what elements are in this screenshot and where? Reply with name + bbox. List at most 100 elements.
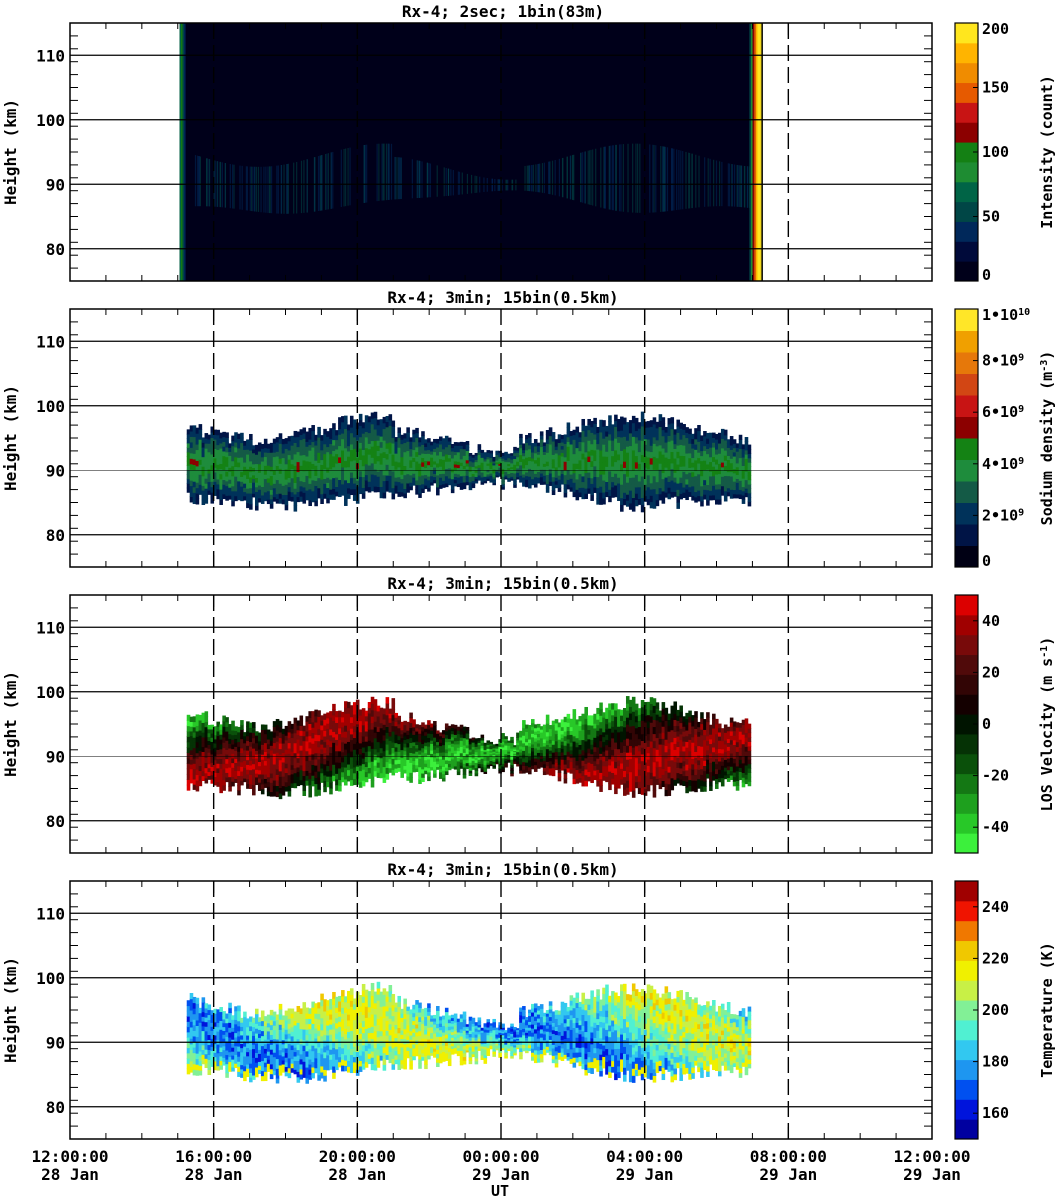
- data-cell: [311, 775, 315, 782]
- data-cell: [554, 439, 559, 444]
- data-cell: [557, 722, 562, 728]
- data-cell: [317, 437, 321, 443]
- data-cell: [335, 778, 339, 786]
- data-cell: [329, 717, 333, 724]
- data-cell: [444, 745, 449, 750]
- data-cell: [557, 730, 562, 736]
- data-cell: [608, 427, 612, 435]
- data-cell: [281, 738, 286, 744]
- data-cell: [243, 453, 247, 459]
- data-cell: [240, 486, 244, 492]
- data-cell: [551, 432, 556, 438]
- data-cell: [349, 455, 354, 462]
- data-cell: [344, 737, 348, 744]
- data-cell: [495, 465, 499, 469]
- data-cell: [483, 476, 488, 479]
- data-cell: [498, 470, 502, 474]
- data-cell: [617, 459, 621, 467]
- data-cell: [563, 438, 568, 444]
- data-cell: [278, 448, 283, 454]
- data-cell: [643, 495, 648, 502]
- intensity-streak: [622, 144, 624, 212]
- data-cell: [542, 749, 547, 754]
- intensity-streak: [436, 165, 438, 197]
- data-cell: [694, 475, 698, 482]
- data-cell: [252, 452, 256, 457]
- data-cell: [501, 757, 505, 762]
- data-cell: [599, 443, 603, 451]
- intensity-streak: [319, 155, 322, 211]
- data-cell: [554, 470, 559, 475]
- data-cell: [293, 499, 298, 506]
- data-cell: [682, 481, 686, 488]
- data-cell: [326, 781, 330, 788]
- data-cell: [548, 472, 553, 478]
- data-cell: [266, 767, 271, 773]
- data-cell: [237, 438, 241, 444]
- data-cell: [640, 461, 645, 470]
- data-cell: [637, 428, 642, 435]
- data-cell: [326, 487, 330, 494]
- data-cell: [382, 755, 387, 762]
- data-cell: [189, 730, 194, 737]
- data-cell: [254, 458, 259, 465]
- data-cell: [231, 757, 235, 764]
- data-cell: [257, 450, 262, 456]
- data-cell: [492, 474, 496, 478]
- data-cell: [465, 469, 470, 473]
- data-cell: [346, 763, 351, 771]
- data-cell: [593, 449, 597, 456]
- data-cell: [314, 734, 318, 742]
- data-cell: [453, 445, 458, 449]
- data-cell: [456, 454, 461, 459]
- data-cell: [560, 462, 565, 468]
- data-cell: [284, 735, 289, 741]
- data-cell: [195, 482, 200, 489]
- data-cell: [266, 790, 271, 797]
- data-cell: [382, 761, 387, 768]
- data-cell: [703, 474, 707, 481]
- data-cell: [332, 714, 336, 721]
- intensity-edge: [758, 23, 761, 281]
- intensity-streak: [615, 144, 617, 211]
- data-cell: [551, 732, 556, 737]
- data-cell: [388, 419, 393, 426]
- data-cell: [495, 756, 499, 759]
- data-cell: [186, 478, 191, 484]
- data-cell: [709, 475, 713, 482]
- data-cell: [717, 473, 722, 480]
- data-cell: [542, 753, 547, 758]
- data-cell: [412, 730, 416, 735]
- data-cell: [308, 747, 312, 755]
- data-cell: [249, 722, 253, 728]
- data-cell: [685, 463, 689, 470]
- data-cell: [480, 474, 485, 478]
- data-cell: [631, 443, 636, 451]
- data-cell: [578, 436, 583, 442]
- data-cell: [269, 456, 274, 463]
- data-cell: [489, 466, 494, 470]
- data-cell: [510, 462, 514, 466]
- data-cell: [373, 480, 378, 487]
- data-cell: [219, 489, 223, 495]
- data-cell: [317, 452, 321, 458]
- data-cell: [732, 439, 737, 445]
- data-cell: [474, 465, 479, 469]
- data-cell: [349, 716, 354, 723]
- data-cell: [352, 743, 357, 750]
- data-cell: [471, 737, 476, 741]
- data-cell: [623, 430, 627, 437]
- data-cell: [444, 435, 449, 441]
- data-cell: [631, 497, 636, 505]
- data-cell: [406, 759, 410, 765]
- data-cell: [427, 475, 431, 481]
- data-cell: [620, 477, 624, 485]
- data-cell: [225, 772, 229, 778]
- data-cell: [314, 490, 318, 497]
- data-cell: [492, 460, 496, 464]
- data-cell: [441, 773, 446, 778]
- data-cell: [311, 764, 315, 771]
- colorbar-tick-label: 150: [982, 79, 1009, 97]
- data-cell: [525, 457, 529, 462]
- data-cell: [320, 758, 324, 764]
